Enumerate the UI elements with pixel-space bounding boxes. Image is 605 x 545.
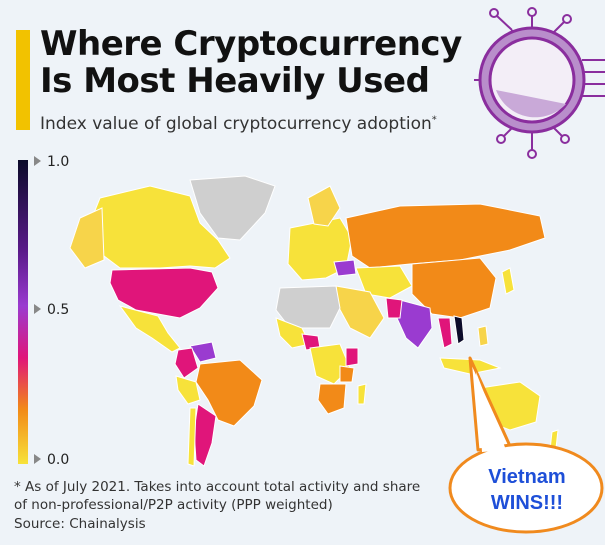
map-china xyxy=(411,257,497,319)
map-philippines xyxy=(477,325,489,347)
map-brazil xyxy=(195,359,263,427)
map-japan xyxy=(501,267,515,295)
map-colombia xyxy=(174,347,199,379)
map-new-zealand xyxy=(549,429,559,451)
page-subtitle: Index value of global cryptocurrency ado… xyxy=(40,114,437,134)
map-peru xyxy=(175,375,201,405)
world-map xyxy=(69,175,559,467)
legend-mid-label: 0.5 xyxy=(34,302,69,318)
page-title: Where Cryptocurrency Is Most Heavily Use… xyxy=(40,26,462,100)
footnote-line-1: * As of July 2021. Takes into account to… xyxy=(14,479,421,495)
map-vietnam xyxy=(453,315,465,345)
map-venezuela xyxy=(189,341,217,363)
map-australia xyxy=(479,381,541,431)
map-argentina xyxy=(193,403,217,467)
title-accent-bar xyxy=(16,30,30,130)
microchip-icon xyxy=(474,7,605,159)
map-russia xyxy=(345,203,546,269)
map-central-asia xyxy=(355,265,413,299)
footnote: * As of July 2021. Takes into account to… xyxy=(14,478,444,514)
map-alaska xyxy=(69,207,105,269)
map-chile xyxy=(187,407,197,467)
map-madagascar xyxy=(357,383,367,405)
title-line-2: Is Most Heavily Used xyxy=(40,61,430,101)
map-south-africa xyxy=(317,383,347,415)
legend-max-label: 1.0 xyxy=(34,154,69,170)
map-west-africa xyxy=(275,317,311,349)
subtitle-footnote-mark: * xyxy=(431,114,437,126)
legend-min-label: 0.0 xyxy=(34,452,69,468)
map-usa xyxy=(109,267,219,319)
map-north-africa xyxy=(275,285,341,329)
map-greenland xyxy=(189,175,276,241)
map-scandinavia xyxy=(307,185,341,227)
callout-line-2: WINS!!! xyxy=(490,492,564,514)
callout-line-1: Vietnam xyxy=(488,466,566,488)
map-ukraine xyxy=(333,259,357,277)
map-thailand xyxy=(437,317,453,349)
map-pakistan xyxy=(385,297,403,319)
subtitle-text: Index value of global cryptocurrency ado… xyxy=(40,114,432,134)
legend-color-scale xyxy=(18,160,28,464)
map-mexico xyxy=(118,305,181,353)
map-tanzania xyxy=(339,365,355,383)
title-line-1: Where Cryptocurrency xyxy=(40,24,462,64)
footnote-line-2: of non-professional/P2P activity (PPP we… xyxy=(14,497,333,513)
callout-text: Vietnam WINS!!! xyxy=(452,464,602,516)
map-indonesia xyxy=(439,357,502,375)
source-credit: Source: Chainalysis xyxy=(14,516,146,532)
map-kenya xyxy=(345,347,359,367)
